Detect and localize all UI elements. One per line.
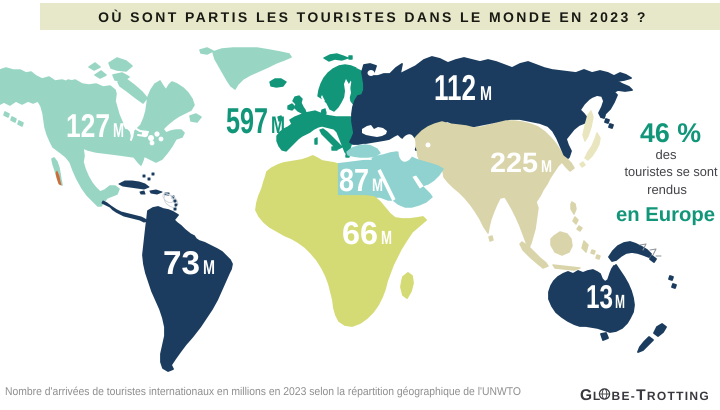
svg-text:rendus: rendus (647, 182, 687, 197)
svg-text:73: 73 (163, 244, 200, 281)
svg-text:112: 112 (434, 67, 476, 108)
svg-text:M: M (113, 120, 124, 142)
svg-text:127: 127 (66, 107, 110, 144)
svg-text:des: des (656, 147, 677, 162)
svg-text:M: M (541, 157, 552, 176)
svg-text:13: 13 (586, 278, 613, 315)
svg-text:87: 87 (339, 162, 369, 198)
svg-text:M: M (203, 257, 215, 279)
svg-text:M: M (271, 112, 285, 139)
svg-text:touristes se sont: touristes se sont (625, 164, 718, 179)
svg-text:en Europe: en Europe (616, 204, 715, 226)
svg-text:Nombre d'arrivées de touristes: Nombre d'arrivées de touristes internati… (5, 386, 521, 398)
svg-text:BE-TROTTING: BE-TROTTING (612, 387, 710, 404)
svg-text:46 %: 46 % (640, 118, 701, 148)
svg-text:GL: GL (580, 387, 601, 404)
svg-text:66: 66 (342, 215, 378, 251)
svg-text:M: M (615, 292, 625, 313)
svg-text:M: M (381, 228, 392, 249)
svg-text:M: M (480, 83, 492, 105)
svg-text:M: M (372, 175, 383, 195)
svg-text:225: 225 (490, 147, 538, 178)
svg-text:597: 597 (226, 100, 268, 141)
svg-text:OÙ SONT PARTIS LES TOURISTES D: OÙ SONT PARTIS LES TOURISTES DANS LE MON… (98, 9, 648, 25)
